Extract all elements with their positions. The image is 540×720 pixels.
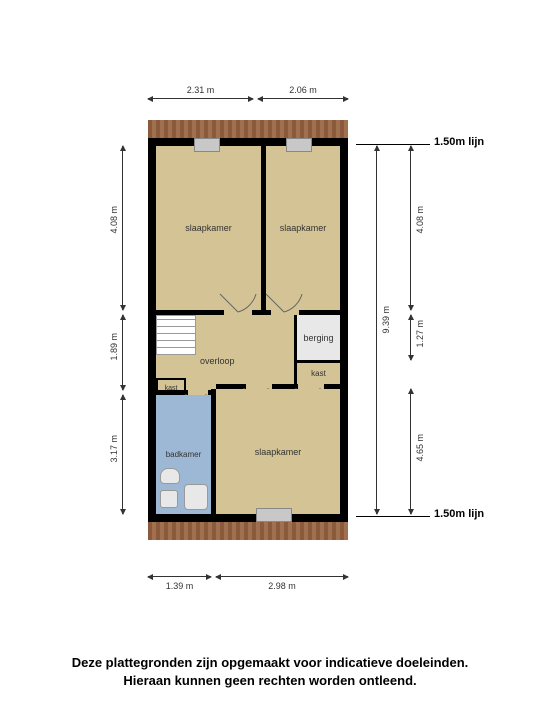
dimension-top-right: 2.06 m	[258, 98, 348, 109]
room-slaapkamer-3: slaapkamer	[216, 389, 340, 514]
room-label: slaapkamer	[255, 447, 302, 457]
dim-label: 1.39 m	[148, 581, 211, 591]
window	[194, 138, 220, 152]
room-label: slaapkamer	[185, 223, 232, 233]
line-marker-top	[356, 144, 430, 145]
dimension-right-total: 9.39 m	[376, 146, 377, 514]
dimension-left-3: 3.17 m	[122, 395, 123, 514]
door-arc	[218, 282, 258, 316]
dimension-top-left: 2.31 m	[148, 98, 253, 109]
dimension-bottom-left: 1.39 m	[148, 576, 211, 587]
roof-bottom	[148, 522, 348, 540]
dim-label: 9.39 m	[381, 306, 391, 334]
room-berging: berging	[294, 315, 340, 360]
floorplan-container: slaapkamer slaapkamer overloop berging k…	[148, 120, 348, 540]
dimension-left-2: 1.89 m	[122, 315, 123, 390]
disclaimer: Deze plattegronden zijn opgemaakt voor i…	[0, 654, 540, 690]
dim-label: 1.89 m	[109, 333, 119, 361]
dim-label: 1.27 m	[415, 320, 425, 348]
window	[256, 508, 292, 522]
disclaimer-line-2: Hieraan kunnen geen rechten worden ontle…	[0, 672, 540, 690]
dimension-right-2: 1.27 m	[410, 315, 411, 360]
fixture-shower	[184, 484, 208, 510]
dim-label: 4.08 m	[109, 206, 119, 234]
window	[286, 138, 312, 152]
room-label: slaapkamer	[280, 223, 327, 233]
dim-label: 3.17 m	[109, 435, 119, 463]
fixture-sink	[160, 490, 178, 508]
room-label: badkamer	[166, 450, 202, 459]
dimension-right-3: 4.65 m	[410, 389, 411, 514]
room-label: kast	[311, 369, 326, 378]
door-arc	[264, 282, 304, 316]
dimension-left-1: 4.08 m	[122, 146, 123, 310]
room-label: overloop	[200, 356, 235, 366]
room-kast-1: kast	[294, 360, 340, 384]
dim-label: 4.65 m	[415, 434, 425, 462]
dim-label: 2.06 m	[258, 85, 348, 95]
disclaimer-line-1: Deze plattegronden zijn opgemaakt voor i…	[0, 654, 540, 672]
line-label-top: 1.50m lijn	[434, 136, 484, 148]
fixture-toilet	[160, 468, 180, 484]
line-label-bottom: 1.50m lijn	[434, 508, 484, 520]
stairs	[156, 315, 196, 355]
dimension-right-1: 4.08 m	[410, 146, 411, 310]
roof-top	[148, 120, 348, 138]
line-marker-bottom	[356, 516, 430, 517]
room-label: berging	[303, 333, 333, 343]
dimension-bottom-right: 2.98 m	[216, 576, 348, 587]
dim-label: 2.31 m	[148, 85, 253, 95]
dim-label: 2.98 m	[216, 581, 348, 591]
dim-label: 4.08 m	[415, 206, 425, 234]
outer-wall: slaapkamer slaapkamer overloop berging k…	[148, 138, 348, 522]
